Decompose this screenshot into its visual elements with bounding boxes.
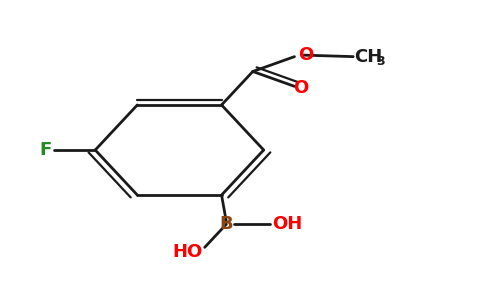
- Text: O: O: [293, 79, 308, 97]
- Text: B: B: [220, 215, 233, 233]
- Text: CH: CH: [354, 48, 382, 66]
- Text: OH: OH: [272, 215, 302, 233]
- Text: HO: HO: [172, 243, 202, 261]
- Text: 3: 3: [377, 55, 385, 68]
- Text: F: F: [40, 141, 52, 159]
- Text: O: O: [298, 46, 314, 64]
